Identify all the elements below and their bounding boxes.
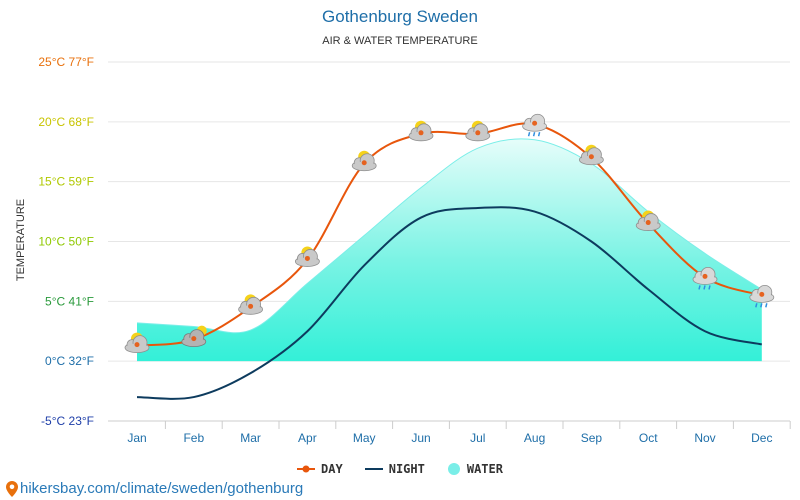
x-tick-label: Feb (183, 431, 204, 445)
chart-legend: DAY NIGHT WATER (0, 462, 800, 476)
rain-cloud-icon (522, 113, 547, 137)
y-tick-label: 20°C 68°F (38, 115, 94, 129)
day-point (418, 130, 424, 136)
day-point (475, 130, 481, 136)
day-point (532, 120, 538, 126)
partly-cloudy-icon (408, 120, 434, 142)
x-tick-label: May (353, 431, 376, 445)
day-point (645, 220, 651, 226)
y-tick-label: 0°C 32°F (45, 354, 94, 368)
cloudy-icon (181, 325, 207, 348)
x-tick-label: Apr (298, 431, 317, 445)
rain-cloud-icon (692, 266, 718, 290)
water-area (137, 138, 762, 362)
legend-item-water[interactable]: WATER (447, 462, 503, 476)
source-link[interactable]: hikersbay.com/climate/sweden/gothenburg (6, 480, 303, 497)
day-legend-icon (297, 465, 316, 473)
y-tick-label: 10°C 50°F (38, 235, 94, 249)
day-point (588, 154, 594, 160)
x-tick-label: Nov (694, 431, 715, 445)
night-legend-icon (364, 468, 383, 470)
day-point (134, 342, 140, 348)
temperature-chart: 25°C 77°F 20°C 68°F 15°C 59°F 10°C 50°F 5°C … (38, 55, 791, 445)
night-series (136, 206, 763, 400)
legend-item-day[interactable]: DAY (297, 462, 343, 476)
day-point (759, 291, 765, 297)
partly-cloudy-icon (351, 150, 377, 172)
partly-cloudy-icon (635, 210, 661, 231)
y-tick-label: -5°C 23°F (41, 414, 94, 428)
x-tick-label: Aug (524, 431, 545, 445)
partly-cloudy-icon (579, 144, 604, 166)
day-point (248, 303, 254, 309)
chart-subtitle: AIR & WATER TEMPERATURE (322, 35, 478, 47)
x-tick-label: Jun (411, 431, 430, 445)
day-point (304, 255, 310, 261)
y-tick-label: 15°C 59°F (38, 175, 94, 189)
source-text: hikersbay.com/climate/sweden/gothenburg (20, 480, 304, 497)
chart-title: Gothenburg Sweden (322, 7, 478, 26)
x-tick-label: Oct (639, 431, 658, 445)
legend-label-night: NIGHT (388, 462, 425, 476)
partly-cloudy-icon (294, 246, 320, 267)
weather-icons (124, 113, 775, 354)
partly-cloudy-icon (465, 120, 491, 142)
x-tick-label: Jul (470, 431, 485, 445)
day-point (361, 160, 367, 166)
night-line (136, 206, 763, 400)
legend-item-night[interactable]: NIGHT (364, 462, 425, 476)
y-tick-label: 5°C 41°F (45, 294, 94, 308)
x-tick-label: Dec (751, 431, 772, 445)
water-legend-icon (447, 463, 460, 475)
y-tick-label: 25°C 77°F (38, 55, 94, 69)
rain-cloud-icon (749, 284, 775, 308)
day-point (191, 336, 197, 342)
x-tick-label: Mar (240, 431, 261, 445)
partly-cloudy-icon (238, 294, 264, 315)
x-tick-label: Sep (581, 431, 603, 445)
partly-cloudy-icon (124, 332, 150, 354)
map-pin-icon (6, 480, 18, 497)
legend-label-day: DAY (321, 462, 343, 476)
day-point (702, 273, 708, 279)
legend-label-water: WATER (466, 462, 503, 476)
axes: 25°C 77°F 20°C 68°F 15°C 59°F 10°C 50°F 5°C … (38, 55, 791, 445)
water-series (136, 138, 763, 362)
x-tick-label: Jan (127, 431, 146, 445)
